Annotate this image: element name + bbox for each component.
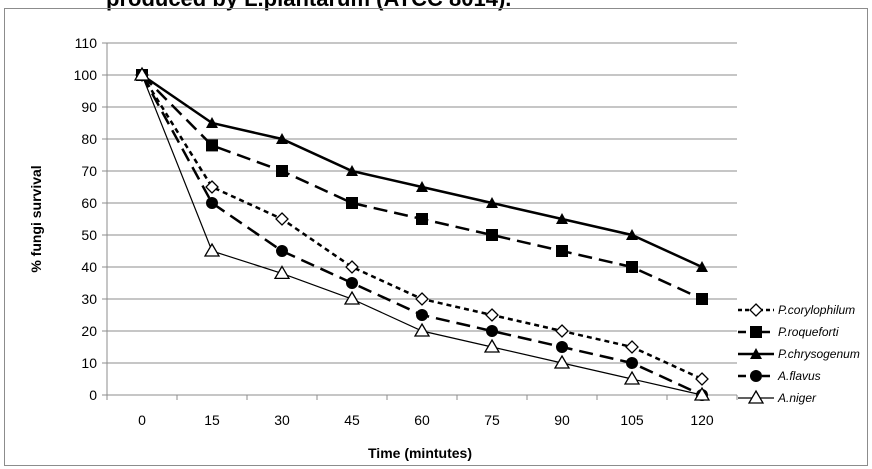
x-tick-label: 90: [554, 412, 570, 428]
x-tick-label: 60: [414, 412, 430, 428]
legend-marker: [750, 326, 762, 338]
data-point: [555, 324, 569, 338]
data-point: [626, 357, 638, 369]
data-point: [556, 213, 568, 224]
legend-marker: [749, 303, 763, 317]
series-P.corylophilum: [135, 68, 709, 386]
legend-marker: [750, 348, 762, 359]
data-point: [346, 197, 358, 209]
data-point: [416, 309, 428, 321]
chart-frame: [4, 8, 868, 466]
x-tick-label: 105: [620, 412, 644, 428]
legend-label: A.niger: [777, 391, 817, 405]
y-tick-label: 40: [81, 259, 97, 275]
y-tick-label: 10: [81, 355, 97, 371]
y-tick-label: 60: [81, 195, 97, 211]
data-point: [345, 260, 359, 274]
data-point: [486, 229, 498, 241]
data-point: [346, 165, 358, 176]
legend: P.corylophilum P.roqueforti P.chrysogenum A…: [738, 303, 860, 405]
legend-entry: P.corylophilum: [738, 303, 855, 317]
axes: 0 10 20 30 40 50 60 70 80 90 100 110 0 15 30 45 60 75 90 10…: [74, 35, 738, 428]
data-point: [205, 180, 219, 194]
data-point: [556, 245, 568, 257]
legend-label: P.corylophilum: [778, 303, 855, 317]
data-point: [276, 245, 288, 257]
y-tick-label: 100: [74, 67, 98, 83]
legend-label: A.flavus: [777, 369, 821, 383]
data-point: [626, 261, 638, 273]
data-point: [553, 354, 571, 369]
legend-marker: [747, 389, 765, 404]
data-point: [416, 213, 428, 225]
data-point: [343, 290, 361, 305]
data-point: [416, 181, 428, 192]
data-point: [206, 197, 218, 209]
x-tick-label: 30: [274, 412, 290, 428]
legend-entry: P.roqueforti: [738, 325, 839, 339]
y-tick-label: 80: [81, 131, 97, 147]
legend-label: P.roqueforti: [778, 325, 839, 339]
data-point: [623, 370, 641, 385]
data-point: [206, 117, 218, 128]
legend-label: P.chrysogenum: [778, 347, 860, 361]
y-tick-label: 30: [81, 291, 97, 307]
legend-marker: [750, 370, 762, 382]
y-tick-label: 90: [81, 99, 97, 115]
x-tick-label: 15: [204, 412, 220, 428]
data-point: [485, 308, 499, 322]
data-point: [273, 265, 291, 280]
data-point: [276, 133, 288, 144]
x-tick-label: 45: [344, 412, 360, 428]
series-P.chrysogenum: [136, 69, 708, 272]
y-tick-label: 0: [89, 387, 97, 403]
y-tick-label: 110: [75, 35, 98, 51]
legend-entry: A.niger: [738, 389, 817, 405]
data-point: [696, 261, 708, 272]
data-point: [346, 277, 358, 289]
data-point: [276, 165, 288, 177]
data-point: [206, 139, 218, 152]
x-tick-label: 0: [138, 412, 146, 428]
legend-entry: P.chrysogenum: [738, 347, 860, 361]
y-tick-label: 50: [81, 227, 97, 243]
data-point: [415, 292, 429, 306]
y-tick-label: 20: [81, 323, 97, 339]
data-point: [693, 386, 711, 401]
data-point: [626, 229, 638, 240]
data-point: [696, 293, 708, 305]
y-axis-title: % fungi survival: [28, 165, 44, 272]
data-point: [556, 341, 568, 353]
data-point: [625, 340, 639, 354]
series-group: [133, 66, 711, 401]
series-A.niger: [133, 66, 711, 401]
data-point: [275, 212, 289, 226]
chart-title: produced by L.plantarum (ATCC 8014).: [106, 0, 511, 12]
legend-entry: A.flavus: [738, 369, 821, 383]
x-axis-title: Time (mintutes): [368, 445, 472, 461]
data-point: [133, 66, 151, 81]
data-point: [695, 372, 709, 386]
data-point: [486, 197, 498, 208]
data-point: [486, 325, 498, 337]
data-point: [483, 338, 501, 353]
x-tick-label: 75: [484, 412, 500, 428]
data-point: [203, 242, 221, 257]
x-tick-label: 120: [690, 412, 714, 428]
data-point: [413, 322, 431, 337]
y-tick-label: 70: [81, 163, 97, 179]
